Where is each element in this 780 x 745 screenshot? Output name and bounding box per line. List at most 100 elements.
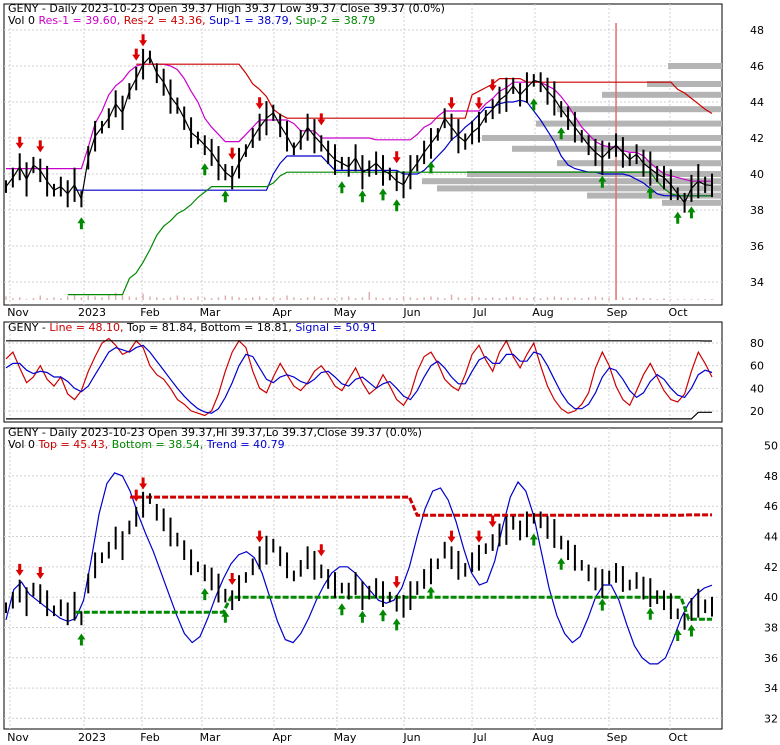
bands-y-tick-label: 44 <box>764 531 778 544</box>
buy-arrow <box>337 181 346 194</box>
price-x-tick-label: Apr <box>272 306 292 319</box>
bands-panel-frame <box>3 427 723 730</box>
bands-sell-arrow <box>255 530 264 543</box>
bands-x-tick-label: Jul <box>472 731 486 744</box>
bands-x-tick-label: Nov <box>7 731 29 744</box>
volume-profile-bar <box>647 81 722 87</box>
volume-profile-bar <box>668 63 722 69</box>
price-panel: 34 36 38 40 42 44 46 48 Nov 2023 Feb Mar Apr May Jun J… <box>3 2 764 319</box>
bands-sell-arrow <box>15 563 24 576</box>
bands-legend-item: Trend = 40.79 <box>203 438 284 451</box>
price-legend-item: Sup-1 = 38.79, <box>206 14 293 27</box>
bands-x-tick-label: Feb <box>140 731 159 744</box>
buy-arrow <box>358 190 367 203</box>
bands-line-top <box>130 495 712 517</box>
oscillator-y-tick-label: 40 <box>750 382 764 395</box>
oscillator-y-tick-label: 80 <box>750 337 764 350</box>
bands-panel: 32 34 36 38 40 42 44 46 48 50 Nov 2023 Feb Mar Apr May… <box>3 426 778 744</box>
bands-buy-arrow <box>646 607 655 620</box>
bands-y-tick-label: 42 <box>764 561 778 574</box>
bands-x-tick-label: Apr <box>272 731 292 744</box>
bands-y-axis: 32 34 36 38 40 42 44 46 48 50 <box>764 440 778 726</box>
price-y-tick-label: 44 <box>750 96 764 109</box>
price-x-tick-label: Mar <box>200 306 221 319</box>
sell-arrow <box>139 34 148 47</box>
bands-sell-arrow <box>139 477 148 490</box>
bands-buy-arrow <box>557 557 566 570</box>
bands-buy-arrow <box>337 603 346 616</box>
bands-y-tick-label: 38 <box>764 621 778 634</box>
bands-x-tick-label: Mar <box>200 731 221 744</box>
buy-arrow <box>673 211 682 224</box>
bands-x-tick-label: Sep <box>607 731 628 744</box>
buy-arrow <box>77 217 86 230</box>
bands-sell-arrow <box>317 544 326 557</box>
price-x-tick-label: Nov <box>7 306 29 319</box>
bands-y-tick-label: 48 <box>764 470 778 483</box>
buy-arrow <box>557 127 566 140</box>
bands-panel-legend: Vol 0 Top = 45.43, Bottom = 38.54, Trend… <box>8 438 285 451</box>
price-x-axis: Nov 2023 Feb Mar Apr May Jun Jul Aug Sep Oct <box>7 306 688 319</box>
price-ticks <box>5 48 713 213</box>
bands-buy-arrow <box>358 610 367 623</box>
bands-y-tick-label: 46 <box>764 500 778 513</box>
bands-x-tick-label: May <box>334 731 357 744</box>
price-legend-item: Vol 0 <box>8 14 35 27</box>
sell-arrow <box>447 97 456 110</box>
oscillator-panel-legend: GENY - Line = 48.10, Top = 81.84, Bottom… <box>8 321 377 334</box>
sell-arrow <box>132 48 141 61</box>
bands-buy-arrow <box>221 610 230 623</box>
price-x-tick-label: Oct <box>668 306 688 319</box>
bands-buy-arrow <box>673 628 682 641</box>
bands-y-tick-label: 40 <box>764 591 778 604</box>
bands-x-axis: Nov 2023 Feb Mar Apr May Jun Jul Aug Sep Oct <box>7 731 688 744</box>
price-panel-legend: Vol 0 Res-1 = 39.60, Res-2 = 43.36, Sup-… <box>8 14 375 27</box>
oscillator-grid <box>4 322 722 422</box>
bands-sell-arrow <box>488 515 497 528</box>
oscillator-legend-item: Line = 48.10, <box>46 321 124 334</box>
sell-arrow <box>36 140 45 153</box>
price-y-tick-label: 46 <box>750 60 764 73</box>
bands-x-tick-label: 2023 <box>78 731 106 744</box>
oscillator-panel: 20 40 60 80 GENY - Line = 48.10, Top = 81.8… <box>3 321 764 423</box>
oscillator-legend-item: Top = 81.84, <box>124 321 197 334</box>
bands-buy-arrow <box>77 633 86 646</box>
bands-sell-arrow <box>228 573 237 586</box>
bands-y-tick-label: 34 <box>764 682 778 695</box>
price-x-tick-label: Jun <box>402 306 420 319</box>
buy-arrow <box>378 188 387 201</box>
oscillator-line-signal <box>5 344 713 414</box>
volume-profile-bar <box>467 171 722 177</box>
buy-arrow <box>392 199 401 212</box>
oscillator-legend-item: Signal = 50.91 <box>292 321 377 334</box>
price-y-tick-label: 42 <box>750 132 764 145</box>
bands-sell-arrow <box>392 576 401 589</box>
volume-profile-bar <box>422 178 722 185</box>
bands-sell-arrow <box>447 530 456 543</box>
line-res-2 <box>136 63 713 119</box>
bands-buy-arrow <box>426 586 435 599</box>
bands-buy-arrow <box>378 609 387 622</box>
price-panel-frame <box>3 3 723 306</box>
volume-bars <box>5 23 713 300</box>
price-legend-item: Res-2 = 43.36, <box>120 14 205 27</box>
sell-arrow <box>474 97 483 110</box>
sell-arrow <box>317 113 326 126</box>
price-x-tick-label: Jul <box>472 306 486 319</box>
line-sup-1 <box>74 99 712 197</box>
bands-sell-arrow <box>132 489 141 502</box>
bands-buy-arrow <box>200 588 209 601</box>
price-x-tick-label: 2023 <box>78 306 106 319</box>
bands-buy-arrow <box>687 624 696 637</box>
bands-signal-arrows <box>15 477 696 646</box>
sell-arrow <box>392 151 401 164</box>
bands-price-ticks <box>5 491 713 630</box>
oscillator-panel-frame <box>3 321 723 423</box>
volume-profile-bar <box>587 192 722 199</box>
bands-legend-item: Vol 0 <box>8 438 35 451</box>
buy-arrow <box>646 186 655 199</box>
price-y-tick-label: 40 <box>750 168 764 181</box>
buy-arrow <box>426 161 435 174</box>
